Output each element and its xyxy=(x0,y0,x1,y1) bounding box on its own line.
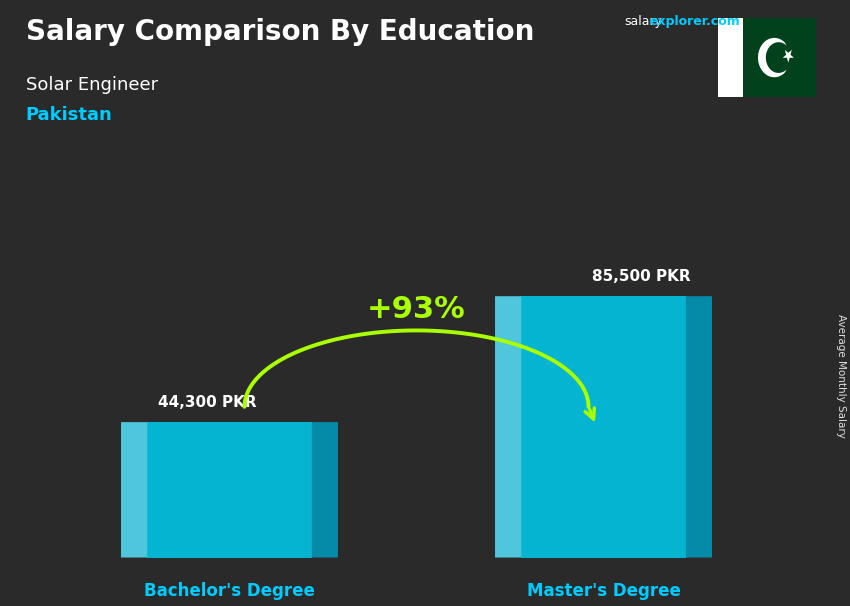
Polygon shape xyxy=(718,18,816,97)
Text: +93%: +93% xyxy=(367,295,466,324)
Text: Master's Degree: Master's Degree xyxy=(526,582,681,600)
Polygon shape xyxy=(521,296,686,558)
Text: Bachelor's Degree: Bachelor's Degree xyxy=(144,582,315,600)
Polygon shape xyxy=(686,296,712,558)
Text: Pakistan: Pakistan xyxy=(26,106,112,124)
Polygon shape xyxy=(121,422,147,558)
Text: Average Monthly Salary: Average Monthly Salary xyxy=(836,314,846,438)
Polygon shape xyxy=(495,296,521,558)
Polygon shape xyxy=(312,422,338,558)
Text: 85,500 PKR: 85,500 PKR xyxy=(592,269,690,284)
Text: Solar Engineer: Solar Engineer xyxy=(26,76,157,94)
Text: salary: salary xyxy=(625,15,663,28)
Polygon shape xyxy=(758,38,787,77)
Text: explorer.com: explorer.com xyxy=(649,15,740,28)
Text: 44,300 PKR: 44,300 PKR xyxy=(158,395,257,410)
Text: Salary Comparison By Education: Salary Comparison By Education xyxy=(26,18,534,46)
Polygon shape xyxy=(783,50,794,62)
Polygon shape xyxy=(743,18,816,97)
Polygon shape xyxy=(147,422,312,558)
